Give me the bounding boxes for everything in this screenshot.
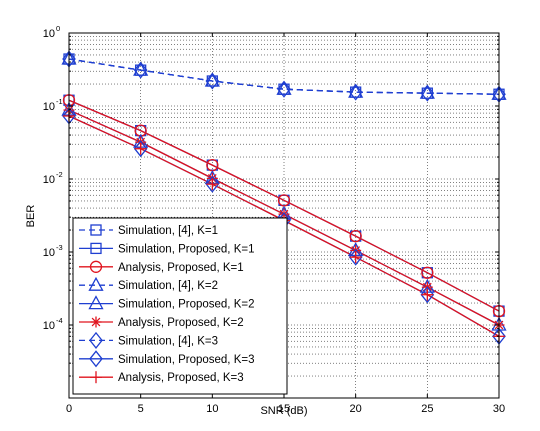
- y-tick-label-exponent: -1: [56, 97, 63, 106]
- legend-marker: [90, 316, 102, 328]
- legend-marker: [90, 371, 102, 384]
- legend-label: Simulation, [4], K=1: [118, 225, 218, 237]
- data-point-series-8: [420, 286, 435, 304]
- legend-marker: [90, 242, 102, 255]
- x-tick-label: 30: [493, 403, 505, 415]
- legend-entry: Simulation, Proposed, K=3: [79, 350, 254, 368]
- legend-entry: Analysis, Proposed, K=1: [79, 260, 244, 274]
- asterisk-stroke: [91, 317, 101, 327]
- legend-label: Simulation, [4], K=3: [118, 335, 218, 347]
- data-point-series-4: [419, 84, 435, 99]
- x-tick-label: 25: [421, 403, 433, 415]
- legend-marker: [88, 295, 104, 310]
- y-tick-label-base: 10: [43, 247, 55, 259]
- y-tick-label: 10 -1: [43, 97, 63, 113]
- data-point-series-7: [205, 72, 220, 90]
- y-tick-label-exponent: -3: [56, 243, 63, 252]
- legend-marker: [89, 331, 103, 349]
- legend-marker: [89, 350, 103, 368]
- data-point-series-4: [348, 83, 364, 98]
- legend-box: [72, 217, 288, 395]
- y-tick-label: 10 0: [43, 24, 60, 40]
- legend-label: Analysis, Proposed, K=2: [118, 317, 244, 329]
- legend-marker: [89, 260, 103, 273]
- x-tick-label: 5: [138, 403, 144, 415]
- y-tick-label-base: 10: [43, 28, 55, 40]
- legend-label: Analysis, Proposed, K=3: [118, 372, 244, 384]
- x-tick-label: 0: [66, 403, 72, 415]
- y-tick-label-base: 10: [43, 174, 55, 186]
- data-point-series-9: [349, 251, 362, 264]
- x-tick-label: 20: [350, 403, 362, 415]
- y-tick-label-exponent: 0: [56, 24, 60, 33]
- data-point-series-9: [134, 142, 147, 155]
- data-point-series-7: [348, 83, 363, 101]
- legend: Simulation, [4], K=1 Simulation, Proposed…: [72, 217, 288, 395]
- data-point-series-8: [133, 140, 148, 158]
- data-point-series-3: [349, 229, 362, 243]
- y-tick-label-base: 10: [43, 320, 55, 332]
- legend-entry: Simulation, [4], K=1: [79, 224, 218, 237]
- y-tick-label: 10 -4: [43, 316, 63, 332]
- legend-marker: [90, 224, 102, 236]
- y-axis-title: BER: [25, 205, 37, 228]
- data-point-series-4: [276, 80, 292, 95]
- y-tick-label-exponent: -4: [56, 316, 63, 325]
- data-point-series-7: [133, 61, 148, 79]
- legend-label: Simulation, [4], K=2: [118, 280, 218, 292]
- data-point-series-8: [205, 175, 220, 193]
- y-tick-label: 10 -2: [43, 170, 63, 186]
- x-tick-labels: 0 5 10 15 20 25 30: [66, 403, 505, 415]
- legend-label: Simulation, Proposed, K=2: [118, 299, 254, 311]
- data-point-series-8: [348, 248, 363, 266]
- data-point-series-9: [421, 288, 434, 301]
- legend-entry: Simulation, Proposed, K=1: [79, 242, 254, 255]
- x-tick-label: 15: [278, 403, 290, 415]
- series-line-7: [68, 58, 500, 95]
- y-tick-label: 10 -3: [43, 243, 63, 259]
- data-point-series-3: [421, 266, 434, 279]
- legend-entry: Simulation, Proposed, K=2: [79, 295, 254, 311]
- legend-entry: Simulation, [4], K=2: [79, 276, 218, 292]
- legend-label: Analysis, Proposed, K=1: [118, 262, 244, 274]
- data-point-series-4: [204, 72, 220, 87]
- legend-label: Simulation, Proposed, K=1: [118, 243, 254, 255]
- legend-label: Simulation, Proposed, K=3: [118, 354, 254, 366]
- series-line-3: [68, 99, 500, 312]
- data-point-series-7: [420, 84, 435, 102]
- x-tick-label: 10: [206, 403, 218, 415]
- y-tick-label-base: 10: [43, 101, 55, 113]
- legend-entry: Simulation, [4], K=3: [79, 331, 218, 349]
- legend-entry: Analysis, Proposed, K=3: [79, 371, 244, 384]
- data-point-series-4: [133, 61, 149, 76]
- axis-ticks: [68, 32, 500, 399]
- legend-entry: Analysis, Proposed, K=2: [79, 316, 244, 329]
- data-point-series-7: [277, 80, 291, 98]
- y-tick-label-exponent: -2: [56, 170, 63, 179]
- legend-marker: [88, 276, 104, 291]
- data-point-series-9: [206, 178, 219, 191]
- x-axis-title: SNR (dB): [260, 405, 307, 417]
